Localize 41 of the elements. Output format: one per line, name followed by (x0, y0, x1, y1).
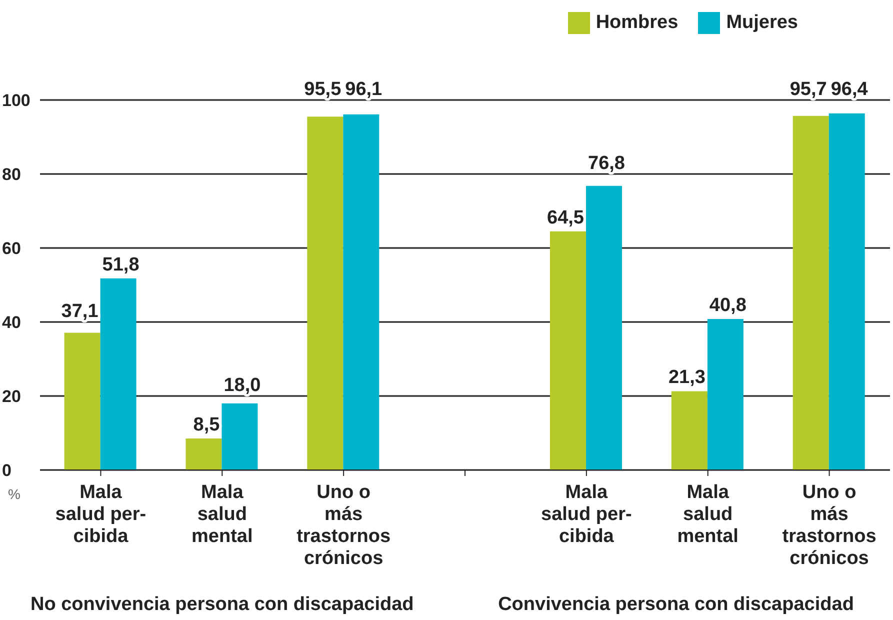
bar (186, 438, 222, 470)
x-tick-label: Mala salud per- cibida (55, 482, 146, 547)
data-label: 40,8 (709, 295, 746, 316)
bar (707, 319, 744, 470)
bar (550, 231, 586, 470)
data-label: 8,5 (193, 414, 220, 436)
bar (64, 332, 100, 470)
bar (222, 403, 258, 470)
x-tick-label: Mala salud mental (192, 482, 253, 547)
x-tick-label: Uno o más trastornos crónicos (296, 482, 391, 569)
y-tick-label: 80 (2, 165, 21, 184)
text: Convivencia persona con discapacidad (497, 594, 855, 616)
data-label: 21,3 (668, 367, 706, 388)
data-label: 18,0 (224, 375, 261, 396)
bar (792, 116, 829, 470)
legend-label: Mujeres (725, 12, 798, 34)
text: No convivencia persona con discapacidad (29, 594, 415, 616)
bar (828, 113, 865, 470)
x-tick-label: Uno o más trastornos crónicos (782, 482, 876, 569)
bar (100, 278, 136, 470)
y-tick-label: 20 (2, 387, 21, 406)
bar (671, 391, 708, 470)
data-label: 51,8 (102, 254, 140, 276)
data-label: 96,4 (830, 79, 868, 100)
data-label: 95,5 (304, 79, 342, 100)
x-tick-label: Mala salud per- cibida (541, 482, 632, 547)
y-tick-label: 0 (2, 461, 12, 480)
y-axis-title: % (8, 486, 20, 502)
data-label: 96,1 (345, 79, 383, 100)
legend-label: Hombres (594, 12, 678, 34)
y-tick-label: 100 (2, 91, 30, 110)
data-label: 76,8 (588, 153, 625, 174)
data-label: 37,1 (61, 301, 99, 322)
y-tick-label: 40 (2, 313, 21, 332)
x-tick-label: Mala salud mental (677, 482, 738, 547)
bar (307, 116, 344, 470)
data-label: 95,7 (790, 79, 827, 100)
data-label: 64,5 (547, 207, 584, 228)
y-tick-label: 60 (2, 239, 21, 258)
bar (343, 114, 380, 470)
bar (586, 186, 622, 470)
